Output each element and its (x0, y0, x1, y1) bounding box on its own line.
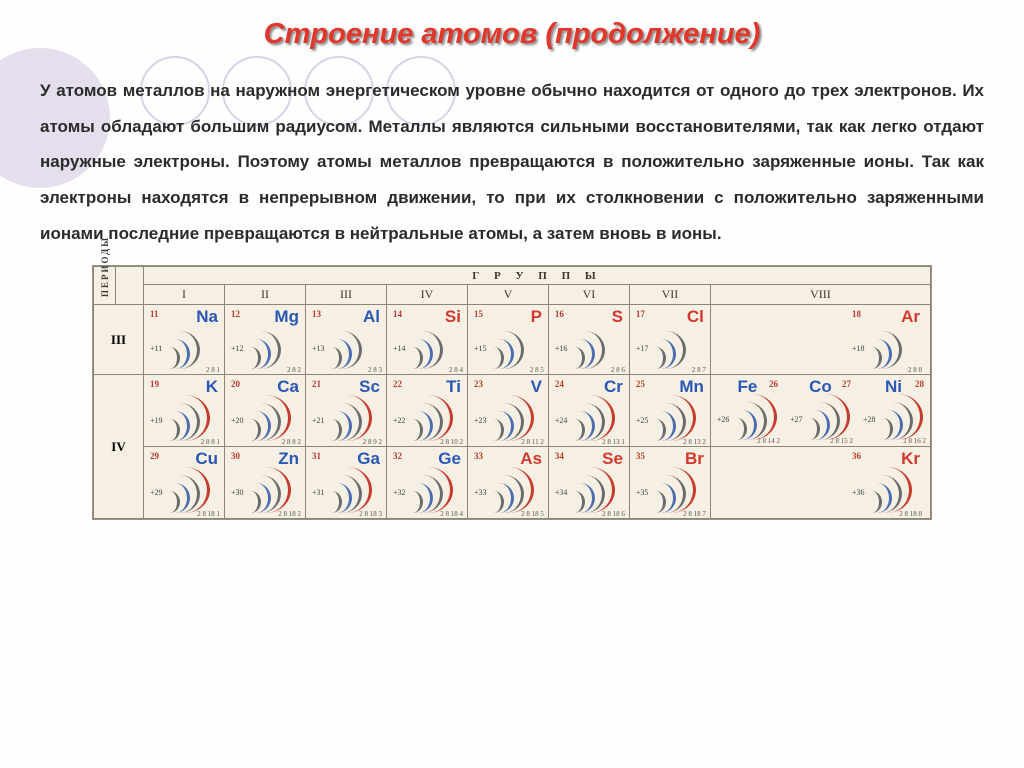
element-Sc: 21Sc+212 8 9 2 (305, 375, 386, 447)
element-Zn: 30Zn+302 8 18 2 (224, 447, 305, 519)
group-viii-p4b: 36Kr+362 8 18 8 (710, 447, 930, 519)
element-Cu: 29Cu+292 8 18 1 (144, 447, 225, 519)
period-4-label: IV (94, 375, 144, 519)
element-Mn: 25Mn+252 8 13 2 (629, 375, 710, 447)
element-Si: 14Si+142 8 4 (386, 305, 467, 375)
element-Fe: 26Fe+262 8 14 2 (711, 375, 784, 445)
page-title: Строение атомов (продолжение) (40, 18, 984, 51)
element-K: 19K+192 8 8 1 (144, 375, 225, 447)
element-As: 33As+332 8 18 5 (467, 447, 548, 519)
element-Se: 34Se+342 8 18 6 (548, 447, 629, 519)
group-VIII: VIII (710, 285, 930, 305)
element-Na: 11Na+112 8 1 (144, 305, 225, 375)
element-Ge: 32Ge+322 8 18 4 (386, 447, 467, 519)
element-Mg: 12Mg+122 8 2 (224, 305, 305, 375)
group-I: I (144, 285, 225, 305)
element-Ca: 20Ca+202 8 8 2 (224, 375, 305, 447)
groups-header: Г Р У П П Ы (144, 267, 931, 285)
group-VI: VI (548, 285, 629, 305)
group-V: V (467, 285, 548, 305)
group-II: II (224, 285, 305, 305)
element-Cr: 24Cr+242 8 13 1 (548, 375, 629, 447)
slide-content: Строение атомов (продолжение) У атомов м… (0, 0, 1024, 538)
group-IV: IV (386, 285, 467, 305)
element-Ti: 22Ti+222 8 10 2 (386, 375, 467, 447)
group-III: III (305, 285, 386, 305)
element-V: 23V+232 8 11 2 (467, 375, 548, 447)
element-Ga: 31Ga+312 8 18 3 (305, 447, 386, 519)
element-P: 15P+152 8 5 (467, 305, 548, 375)
element-Cl: 17Cl+172 8 7 (629, 305, 710, 375)
element-S: 16S+162 8 6 (548, 305, 629, 375)
body-paragraph: У атомов металлов на наружном энергетиче… (40, 73, 984, 251)
element-Ni: 28Ni+282 8 16 2 (857, 375, 930, 445)
periodic-table-fragment: ПЕРИОДЫ Г Р У П П Ы IIIIIIIVVVIVIIVIII I… (92, 265, 932, 520)
group-viii-p3: 18Ar+182 8 8 (710, 305, 930, 375)
element-Br: 35Br+352 8 18 7 (629, 447, 710, 519)
group-VII: VII (629, 285, 710, 305)
element-Co: 27Co+272 8 15 2 (784, 375, 857, 445)
periods-header: ПЕРИОДЫ (100, 275, 110, 297)
element-Kr: 36Kr+362 8 18 8 (846, 447, 926, 518)
group-viii-p4a: 26Fe+262 8 14 227Co+272 8 15 228Ni+282 8… (710, 375, 930, 447)
element-Al: 13Al+132 8 3 (305, 305, 386, 375)
periodic-table: ПЕРИОДЫ Г Р У П П Ы IIIIIIIVVVIVIIVIII I… (93, 266, 931, 519)
period-3-label: III (94, 305, 144, 375)
element-Ar: 18Ar+182 8 8 (846, 305, 926, 374)
